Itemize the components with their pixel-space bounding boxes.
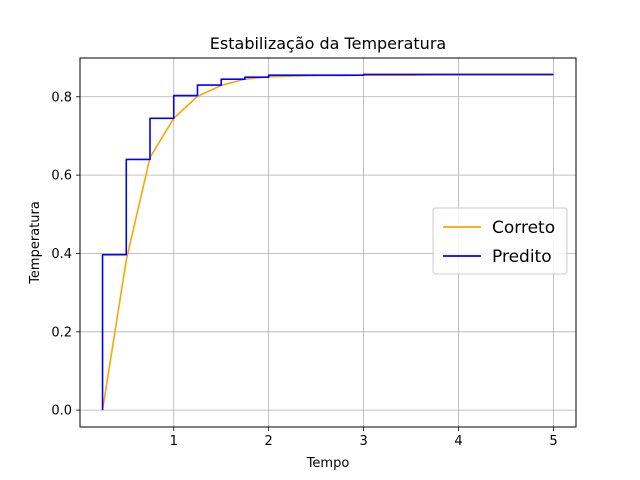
y-axis-label: Temperatura	[28, 201, 43, 285]
series-line-predito	[101, 73, 554, 411]
x-tick-label: 5	[549, 434, 557, 449]
x-tick-label: 4	[454, 434, 462, 449]
ticks: 1 2 3 4 5 0.0 0.2 0.4 0.6 0.8	[51, 90, 557, 449]
y-tick-label: 0.0	[51, 404, 72, 419]
y-tick-label: 0.6	[51, 169, 72, 184]
x-axis-label: Tempo	[306, 456, 350, 471]
chart-title: Estabilização da Temperatura	[210, 34, 446, 53]
legend: Correto Predito	[432, 207, 568, 275]
y-tick-label: 0.2	[51, 325, 72, 340]
x-tick-label: 2	[265, 434, 273, 449]
x-tick-label: 3	[359, 434, 367, 449]
series-group	[101, 73, 554, 411]
legend-label-predito: Predito	[492, 247, 552, 267]
y-tick-label: 0.4	[51, 247, 72, 262]
x-tick-label: 1	[170, 434, 178, 449]
plot-frame	[79, 57, 577, 428]
y-tick-label: 0.8	[51, 90, 72, 105]
legend-box	[432, 207, 568, 275]
legend-label-correto: Correto	[492, 218, 555, 238]
grid	[80, 58, 576, 427]
